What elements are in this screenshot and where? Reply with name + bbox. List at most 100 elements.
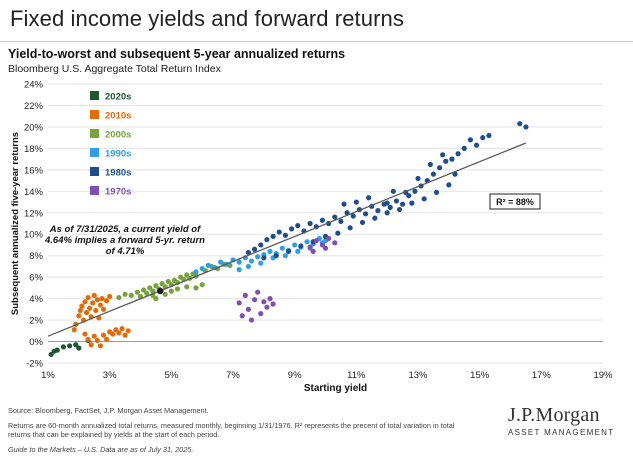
data-point <box>97 343 104 349</box>
data-point <box>344 210 350 216</box>
data-point <box>261 255 267 261</box>
data-point <box>258 242 264 248</box>
data-point <box>245 263 252 270</box>
data-point <box>242 292 248 298</box>
data-point <box>338 218 344 224</box>
data-point <box>82 299 88 305</box>
data-point <box>480 135 486 141</box>
data-point <box>99 296 105 302</box>
data-point <box>122 291 128 297</box>
data-point <box>174 286 181 292</box>
data-point <box>436 165 443 171</box>
data-point <box>205 262 211 268</box>
chart-title: Yield-to-worst and subsequent 5-year ann… <box>8 47 346 61</box>
data-point <box>94 297 100 303</box>
data-point <box>140 287 147 293</box>
data-point <box>415 175 421 182</box>
data-point <box>236 300 242 306</box>
data-point <box>282 232 289 238</box>
data-point <box>116 294 122 301</box>
y-tick-label: -2% <box>26 359 43 370</box>
page-title: Fixed income yields and forward returns <box>10 6 404 31</box>
data-point <box>273 253 279 259</box>
data-point <box>100 332 107 338</box>
x-axis-label: Starting yield <box>304 383 367 394</box>
data-point <box>350 213 356 219</box>
data-point <box>387 204 393 211</box>
data-point <box>486 132 492 139</box>
data-point <box>147 285 153 291</box>
y-tick-label: 12% <box>24 208 44 219</box>
y-tick-label: 16% <box>24 165 44 176</box>
data-point <box>359 219 366 226</box>
legend-label: 2010s <box>105 111 131 122</box>
data-point <box>523 124 529 130</box>
data-point <box>310 248 316 254</box>
data-point <box>267 296 273 302</box>
data-point <box>288 226 295 232</box>
data-point <box>184 284 190 290</box>
data-point <box>71 327 77 333</box>
data-point <box>332 214 338 220</box>
data-point <box>295 223 301 229</box>
data-point <box>91 292 97 298</box>
data-point <box>162 291 168 297</box>
y-tick-label: 4% <box>29 294 43 305</box>
logo-subtitle: ASSET MANAGEMENT <box>508 428 615 437</box>
data-point <box>264 304 270 310</box>
methodology-note: Returns are 60-month annualized total re… <box>8 421 455 439</box>
data-point <box>122 332 128 338</box>
data-point <box>236 267 242 273</box>
data-point <box>107 293 113 300</box>
legend-swatch <box>90 110 99 119</box>
data-point <box>375 208 381 214</box>
data-point <box>48 351 54 358</box>
data-point <box>159 280 165 287</box>
x-tick-label: 17% <box>532 370 552 381</box>
legend-swatch <box>90 167 99 176</box>
data-point <box>248 317 255 323</box>
data-point <box>248 258 255 264</box>
data-point <box>236 259 242 265</box>
data-point <box>412 188 418 194</box>
data-point <box>335 230 341 236</box>
r-squared-box <box>489 193 541 210</box>
data-point <box>110 331 116 337</box>
data-point <box>372 215 378 221</box>
data-point <box>298 243 304 249</box>
data-point <box>396 206 403 213</box>
data-point <box>255 254 261 260</box>
data-point <box>264 236 270 243</box>
data-point <box>88 342 94 348</box>
data-point <box>251 297 258 303</box>
data-point <box>93 307 99 314</box>
data-point <box>184 272 190 278</box>
data-point <box>90 300 96 306</box>
jpmorgan-logo: J.P.Morgan ASSET MANAGEMENT <box>508 404 614 437</box>
data-point <box>461 145 467 151</box>
data-point <box>390 188 396 194</box>
data-point <box>362 211 369 217</box>
legend-label: 1990s <box>105 149 131 160</box>
data-point <box>150 288 156 294</box>
y-tick-label: 6% <box>29 273 43 284</box>
data-point <box>218 259 224 265</box>
data-point <box>87 305 93 311</box>
data-point <box>193 269 199 275</box>
data-point <box>125 328 131 334</box>
annotation-text: As of 7/31/2025, a current yield of <box>49 224 201 235</box>
data-point <box>199 265 205 272</box>
scatter-chart: -2% 0% 2% 4% 6% 8% 10% 12% 14% 16% 18% 20% 22% 24% 1% 3… <box>10 80 613 395</box>
legend-swatch <box>90 129 99 138</box>
data-point <box>165 278 171 285</box>
legend-label: 2020s <box>105 92 131 103</box>
data-point <box>128 292 134 298</box>
data-point <box>113 327 119 333</box>
x-tick-label: 1% <box>41 370 55 381</box>
legend-label: 1970s <box>105 187 131 198</box>
x-tick-label: 5% <box>164 370 178 381</box>
data-point <box>261 299 267 305</box>
annotation-text: of 4.71% <box>106 246 145 257</box>
data-point <box>421 196 427 202</box>
data-point <box>332 240 338 246</box>
